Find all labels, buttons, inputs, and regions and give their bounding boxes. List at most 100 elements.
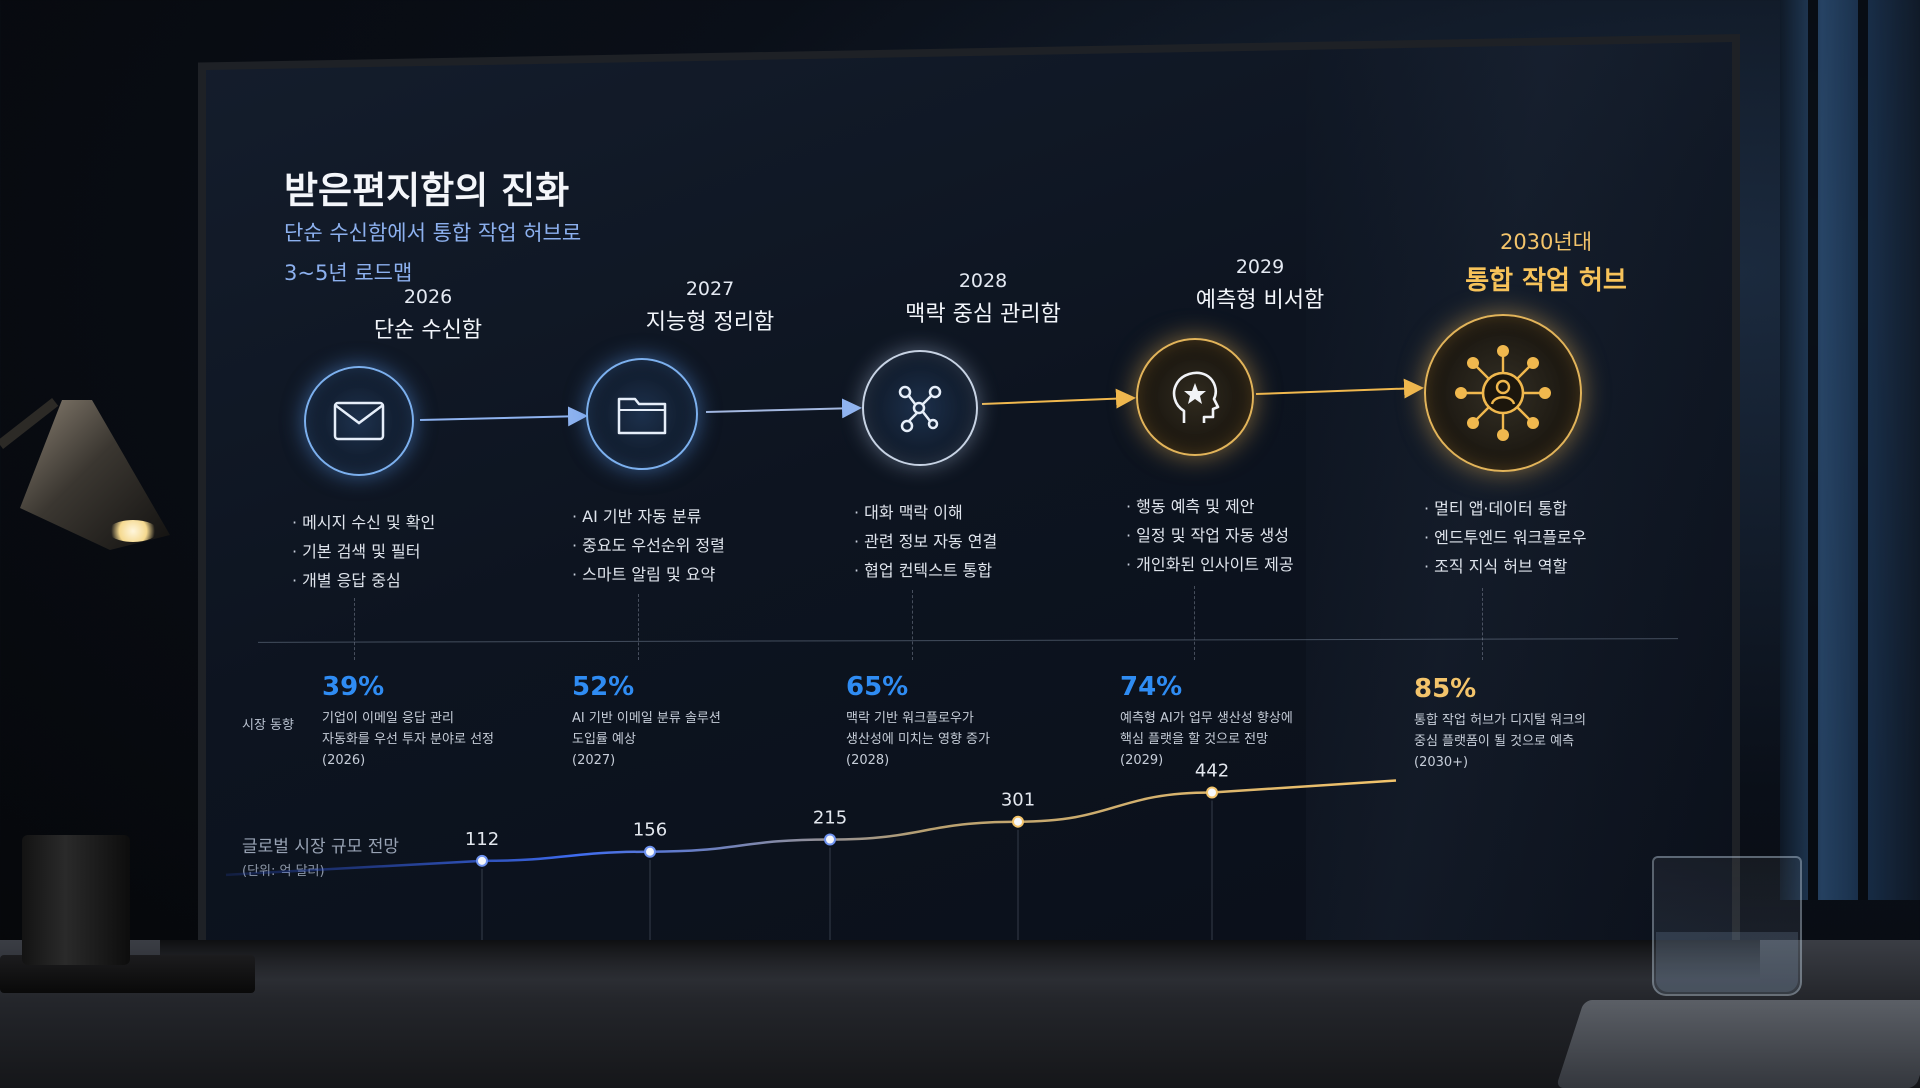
list-item: 개인화된 인사이트 제공 (1126, 550, 1293, 579)
market-size-point (824, 833, 836, 846)
list-item: AI 기반 자동 분류 (572, 502, 725, 531)
stage-name: 단순 수신함 (373, 318, 483, 343)
stage-year: 2026 (403, 286, 453, 308)
trend-percent-4: 74% (1120, 672, 1183, 702)
stage-year: 2028 (958, 270, 1008, 292)
stage-circle-3 (862, 350, 978, 466)
trend-line: AI 기반 이메일 분류 솔루션 (572, 711, 721, 726)
stage-header-4: 2029 예측형 비서함 (1120, 256, 1400, 314)
trend-line: 맥락 기반 워크플로우가 (846, 711, 974, 726)
trend-line: 생산성에 미치는 영향 증가 (846, 732, 990, 747)
trend-line: 예측형 AI가 업무 생산성 향상에 (1120, 711, 1293, 726)
stage-circle-1 (304, 366, 414, 476)
page-subtitle: 단순 수신함에서 통합 작업 허브로 (284, 221, 582, 245)
trend-line: 핵심 플랫을 할 것으로 전망 (1120, 732, 1269, 747)
market-size-value-label: 156 (633, 820, 667, 841)
stage-circle-2 (586, 358, 698, 470)
stage-header-2: 2027 지능형 정리함 (570, 278, 850, 336)
stage-name: 맥락 중심 관리함 (905, 302, 1061, 327)
list-item: 협업 컨텍스트 통합 (854, 556, 997, 585)
trend-percent-3: 65% (846, 672, 909, 702)
list-item: 개별 응답 중심 (292, 566, 435, 595)
stage-name: 통합 작업 허브 (1465, 266, 1627, 296)
guide-line (638, 594, 639, 660)
trend-description-4: 예측형 AI가 업무 생산성 향상에 핵심 플랫을 할 것으로 전망 (2029… (1120, 708, 1360, 771)
connector-arrow-3 (981, 388, 1136, 409)
trend-percent-5: 85% (1414, 674, 1477, 704)
list-item: 중요도 우선순위 정렬 (572, 531, 725, 560)
window-frame-bar (1858, 0, 1868, 900)
stage-header-1: 2026 단순 수신함 (288, 286, 568, 344)
water-glass (1652, 856, 1802, 996)
notebook (1555, 1000, 1920, 1088)
market-size-value-label: 215 (813, 807, 847, 828)
guide-line (1194, 586, 1195, 660)
market-size-point (476, 854, 488, 867)
page-title: 받은편지함의 진화 (284, 169, 570, 212)
connector-arrow-1 (419, 406, 588, 427)
guide-line (912, 590, 913, 660)
stage-year: 2027 (685, 278, 735, 300)
trend-line: 자동화를 우선 투자 분야로 선정 (322, 732, 495, 747)
trend-line: (2029) (1120, 753, 1164, 768)
window-frame-bar (1808, 0, 1818, 900)
stage-bullets-5: 멀티 앱·데이터 통합 엔드투엔드 워크플로우 조직 지식 허브 역할 (1424, 494, 1586, 581)
background-window (1780, 0, 1920, 900)
market-size-chart: 11220261562027215202830120294422030+ (225, 761, 1397, 963)
page-subtitle-roadmap: 3~5년 로드맵 (284, 261, 413, 285)
stage-connectors (419, 378, 1424, 427)
market-size-value-label: 301 (1001, 790, 1035, 811)
market-size-title: 글로벌 시장 규모 전망 (242, 837, 399, 857)
trend-percent-2: 52% (572, 672, 635, 702)
market-size-value-label: 442 (1195, 761, 1229, 782)
trend-description-1: 기업이 이메일 응답 관리 자동화를 우선 투자 분야로 선정 (2026) (322, 708, 562, 771)
list-item: 메시지 수신 및 확인 (292, 508, 435, 537)
desk-shadow (160, 940, 1760, 980)
list-item: 일정 및 작업 자동 생성 (1126, 521, 1294, 550)
hub-person-icon (1455, 345, 1551, 441)
trend-line: 통합 작업 허브가 디지털 워크의 (1414, 713, 1587, 728)
trend-description-2: AI 기반 이메일 분류 솔루션 도입률 예상 (2027) (572, 708, 812, 771)
list-item: 엔드투엔드 워크플로우 (1424, 523, 1586, 552)
stage-name: 지능형 정리함 (645, 310, 775, 335)
list-item: 대화 맥락 이해 (854, 498, 997, 527)
market-size-point (1206, 786, 1218, 799)
guide-line (354, 598, 355, 660)
trend-line: 도입률 예상 (572, 732, 636, 747)
stage-bullets-4: 행동 예측 및 제안 일정 및 작업 자동 생성 개인화된 인사이트 제공 (1126, 492, 1294, 579)
folder-icon (617, 397, 667, 435)
stage-header-3: 2028 맥락 중심 관리함 (843, 270, 1123, 328)
list-item: 기본 검색 및 필터 (292, 537, 435, 566)
head-star-icon (1172, 371, 1220, 423)
list-item: 멀티 앱·데이터 통합 (1424, 494, 1586, 523)
stage-bullets-2: AI 기반 자동 분류 중요도 우선순위 정렬 스마트 알림 및 요약 (572, 502, 725, 589)
guide-line (1482, 588, 1483, 660)
network-icon (898, 385, 942, 433)
list-item: 스마트 알림 및 요약 (572, 560, 725, 589)
trend-line: (2030+) (1414, 755, 1469, 770)
trend-line: 중심 플랫폼이 될 것으로 예측 (1414, 734, 1575, 749)
glass-water (1656, 932, 1798, 992)
trend-line: (2027) (572, 753, 616, 768)
display-screen: 받은편지함의 진화 단순 수신함에서 통합 작업 허브로 3~5년 로드맵 20… (206, 42, 1732, 976)
stage-bullets-1: 메시지 수신 및 확인 기본 검색 및 필터 개별 응답 중심 (292, 508, 435, 595)
list-item: 행동 예측 및 제안 (1126, 492, 1294, 521)
connector-arrow-2 (705, 398, 862, 419)
stage-year: 2029 (1235, 256, 1285, 278)
trend-line: (2028) (846, 753, 890, 768)
list-item: 관련 정보 자동 연결 (854, 527, 997, 556)
desk-lamp-bulb (108, 520, 158, 542)
market-size-value-label: 112 (465, 829, 499, 850)
stage-circle-5 (1424, 314, 1582, 472)
trend-description-5: 통합 작업 허브가 디지털 워크의 중심 플랫폼이 될 것으로 예측 (2030… (1414, 710, 1654, 773)
trend-line: 기업이 이메일 응답 관리 (322, 711, 454, 726)
stage-year: 2030년대 (1499, 230, 1593, 254)
stage-bullets-3: 대화 맥락 이해 관련 정보 자동 연결 협업 컨텍스트 통합 (854, 498, 997, 585)
connector-arrow-4 (1255, 378, 1424, 399)
market-size-point (644, 845, 656, 858)
list-item: 조직 지식 허브 역할 (1424, 552, 1586, 581)
stage-name: 예측형 비서함 (1195, 288, 1325, 313)
envelope-icon (333, 401, 385, 441)
trend-percent-1: 39% (322, 672, 385, 702)
trend-line: (2026) (322, 753, 366, 768)
